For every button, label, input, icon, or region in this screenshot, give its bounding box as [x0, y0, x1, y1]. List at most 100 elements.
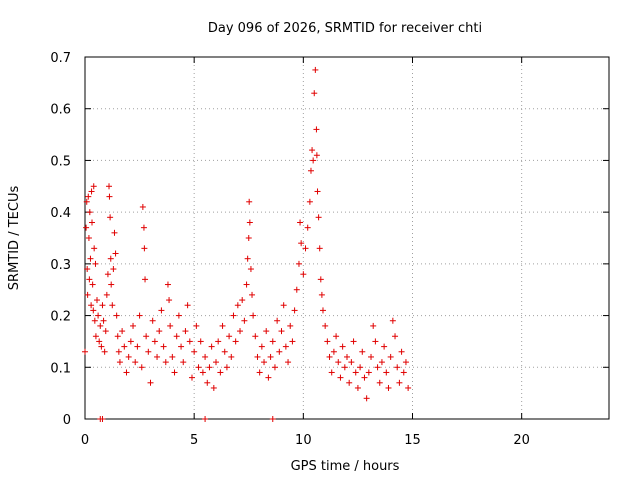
data-point	[361, 374, 368, 381]
data-point	[274, 317, 281, 324]
data-point	[186, 338, 193, 345]
data-point	[173, 333, 180, 340]
data-point	[162, 359, 169, 366]
data-point	[335, 359, 342, 366]
data-point	[139, 203, 146, 210]
data-point	[84, 291, 91, 298]
data-point	[90, 183, 97, 190]
data-point	[287, 322, 294, 329]
data-point	[250, 312, 257, 319]
data-point	[381, 343, 388, 350]
y-tick-label: 0.4	[50, 206, 71, 221]
data-point	[82, 348, 88, 355]
data-point	[389, 317, 396, 324]
data-point	[125, 353, 132, 360]
data-point	[202, 416, 209, 422]
data-point	[141, 245, 148, 252]
y-tick-label: 0	[63, 413, 71, 428]
data-point	[123, 369, 130, 376]
data-point	[156, 328, 163, 335]
data-point	[83, 198, 90, 205]
data-point	[392, 333, 399, 340]
data-point	[312, 66, 319, 73]
data-point	[368, 353, 375, 360]
axis-ticks: 0 5 10 15 20 0 0.1 0.2 0.3 0.4 0.5 0.6 0.7	[50, 51, 609, 448]
data-point	[164, 281, 171, 288]
data-points	[82, 66, 412, 422]
data-point	[149, 317, 156, 324]
data-point	[92, 333, 99, 340]
data-point	[94, 297, 101, 304]
data-point	[237, 328, 244, 335]
data-point	[319, 307, 326, 314]
data-point	[385, 384, 392, 391]
data-point	[405, 384, 412, 391]
x-tick-label: 0	[81, 433, 89, 448]
data-point	[263, 328, 270, 335]
data-point	[206, 364, 213, 371]
chart-title: Day 096 of 2026, SRMTID for receiver cht…	[208, 21, 482, 36]
data-point	[213, 359, 219, 366]
data-point	[230, 312, 237, 319]
data-point	[341, 364, 348, 371]
x-axis-label: GPS time / hours	[291, 459, 400, 474]
x-tick-label: 5	[190, 433, 198, 448]
data-point	[114, 333, 121, 340]
data-point	[315, 214, 322, 221]
data-point	[210, 384, 217, 391]
data-point	[394, 364, 401, 371]
data-point	[130, 322, 137, 329]
data-point	[310, 157, 317, 164]
data-point	[108, 281, 115, 288]
data-point	[221, 348, 228, 355]
data-point	[134, 343, 141, 350]
data-point	[365, 369, 372, 376]
data-point	[91, 245, 98, 252]
data-point	[223, 364, 230, 371]
data-point	[300, 271, 307, 278]
data-point	[344, 353, 350, 360]
data-point	[188, 374, 195, 381]
plot-frame	[84, 56, 610, 420]
data-point	[317, 276, 324, 283]
y-tick-label: 0.5	[50, 154, 71, 169]
data-point	[167, 322, 174, 329]
data-point	[337, 374, 344, 381]
data-point	[354, 384, 361, 391]
data-point	[357, 364, 364, 371]
data-point	[83, 224, 90, 231]
data-point	[138, 364, 145, 371]
data-point	[245, 235, 252, 241]
data-point	[143, 333, 150, 340]
data-point	[339, 343, 346, 350]
data-point	[100, 317, 107, 324]
data-point	[166, 297, 173, 304]
data-point	[107, 214, 114, 221]
data-point	[115, 348, 122, 355]
data-point	[387, 353, 394, 360]
data-point	[309, 147, 316, 154]
data-point	[88, 219, 95, 226]
data-point	[350, 338, 357, 345]
data-point	[295, 260, 302, 267]
data-point	[160, 343, 167, 350]
data-point	[285, 359, 292, 366]
data-point	[269, 416, 276, 422]
data-point	[136, 312, 143, 319]
data-point	[326, 353, 333, 360]
data-point	[378, 359, 385, 366]
data-point	[398, 348, 405, 355]
data-point	[243, 281, 250, 288]
data-point	[132, 359, 139, 366]
data-point	[256, 369, 263, 376]
data-point	[316, 245, 323, 252]
data-point	[180, 359, 187, 366]
data-point	[374, 364, 381, 371]
data-point	[330, 348, 337, 355]
data-point	[112, 250, 119, 257]
data-point	[197, 338, 204, 345]
y-tick-label: 0.1	[50, 361, 71, 376]
data-point	[88, 302, 95, 309]
data-point	[140, 224, 147, 231]
y-tick-label: 0.6	[50, 103, 71, 118]
